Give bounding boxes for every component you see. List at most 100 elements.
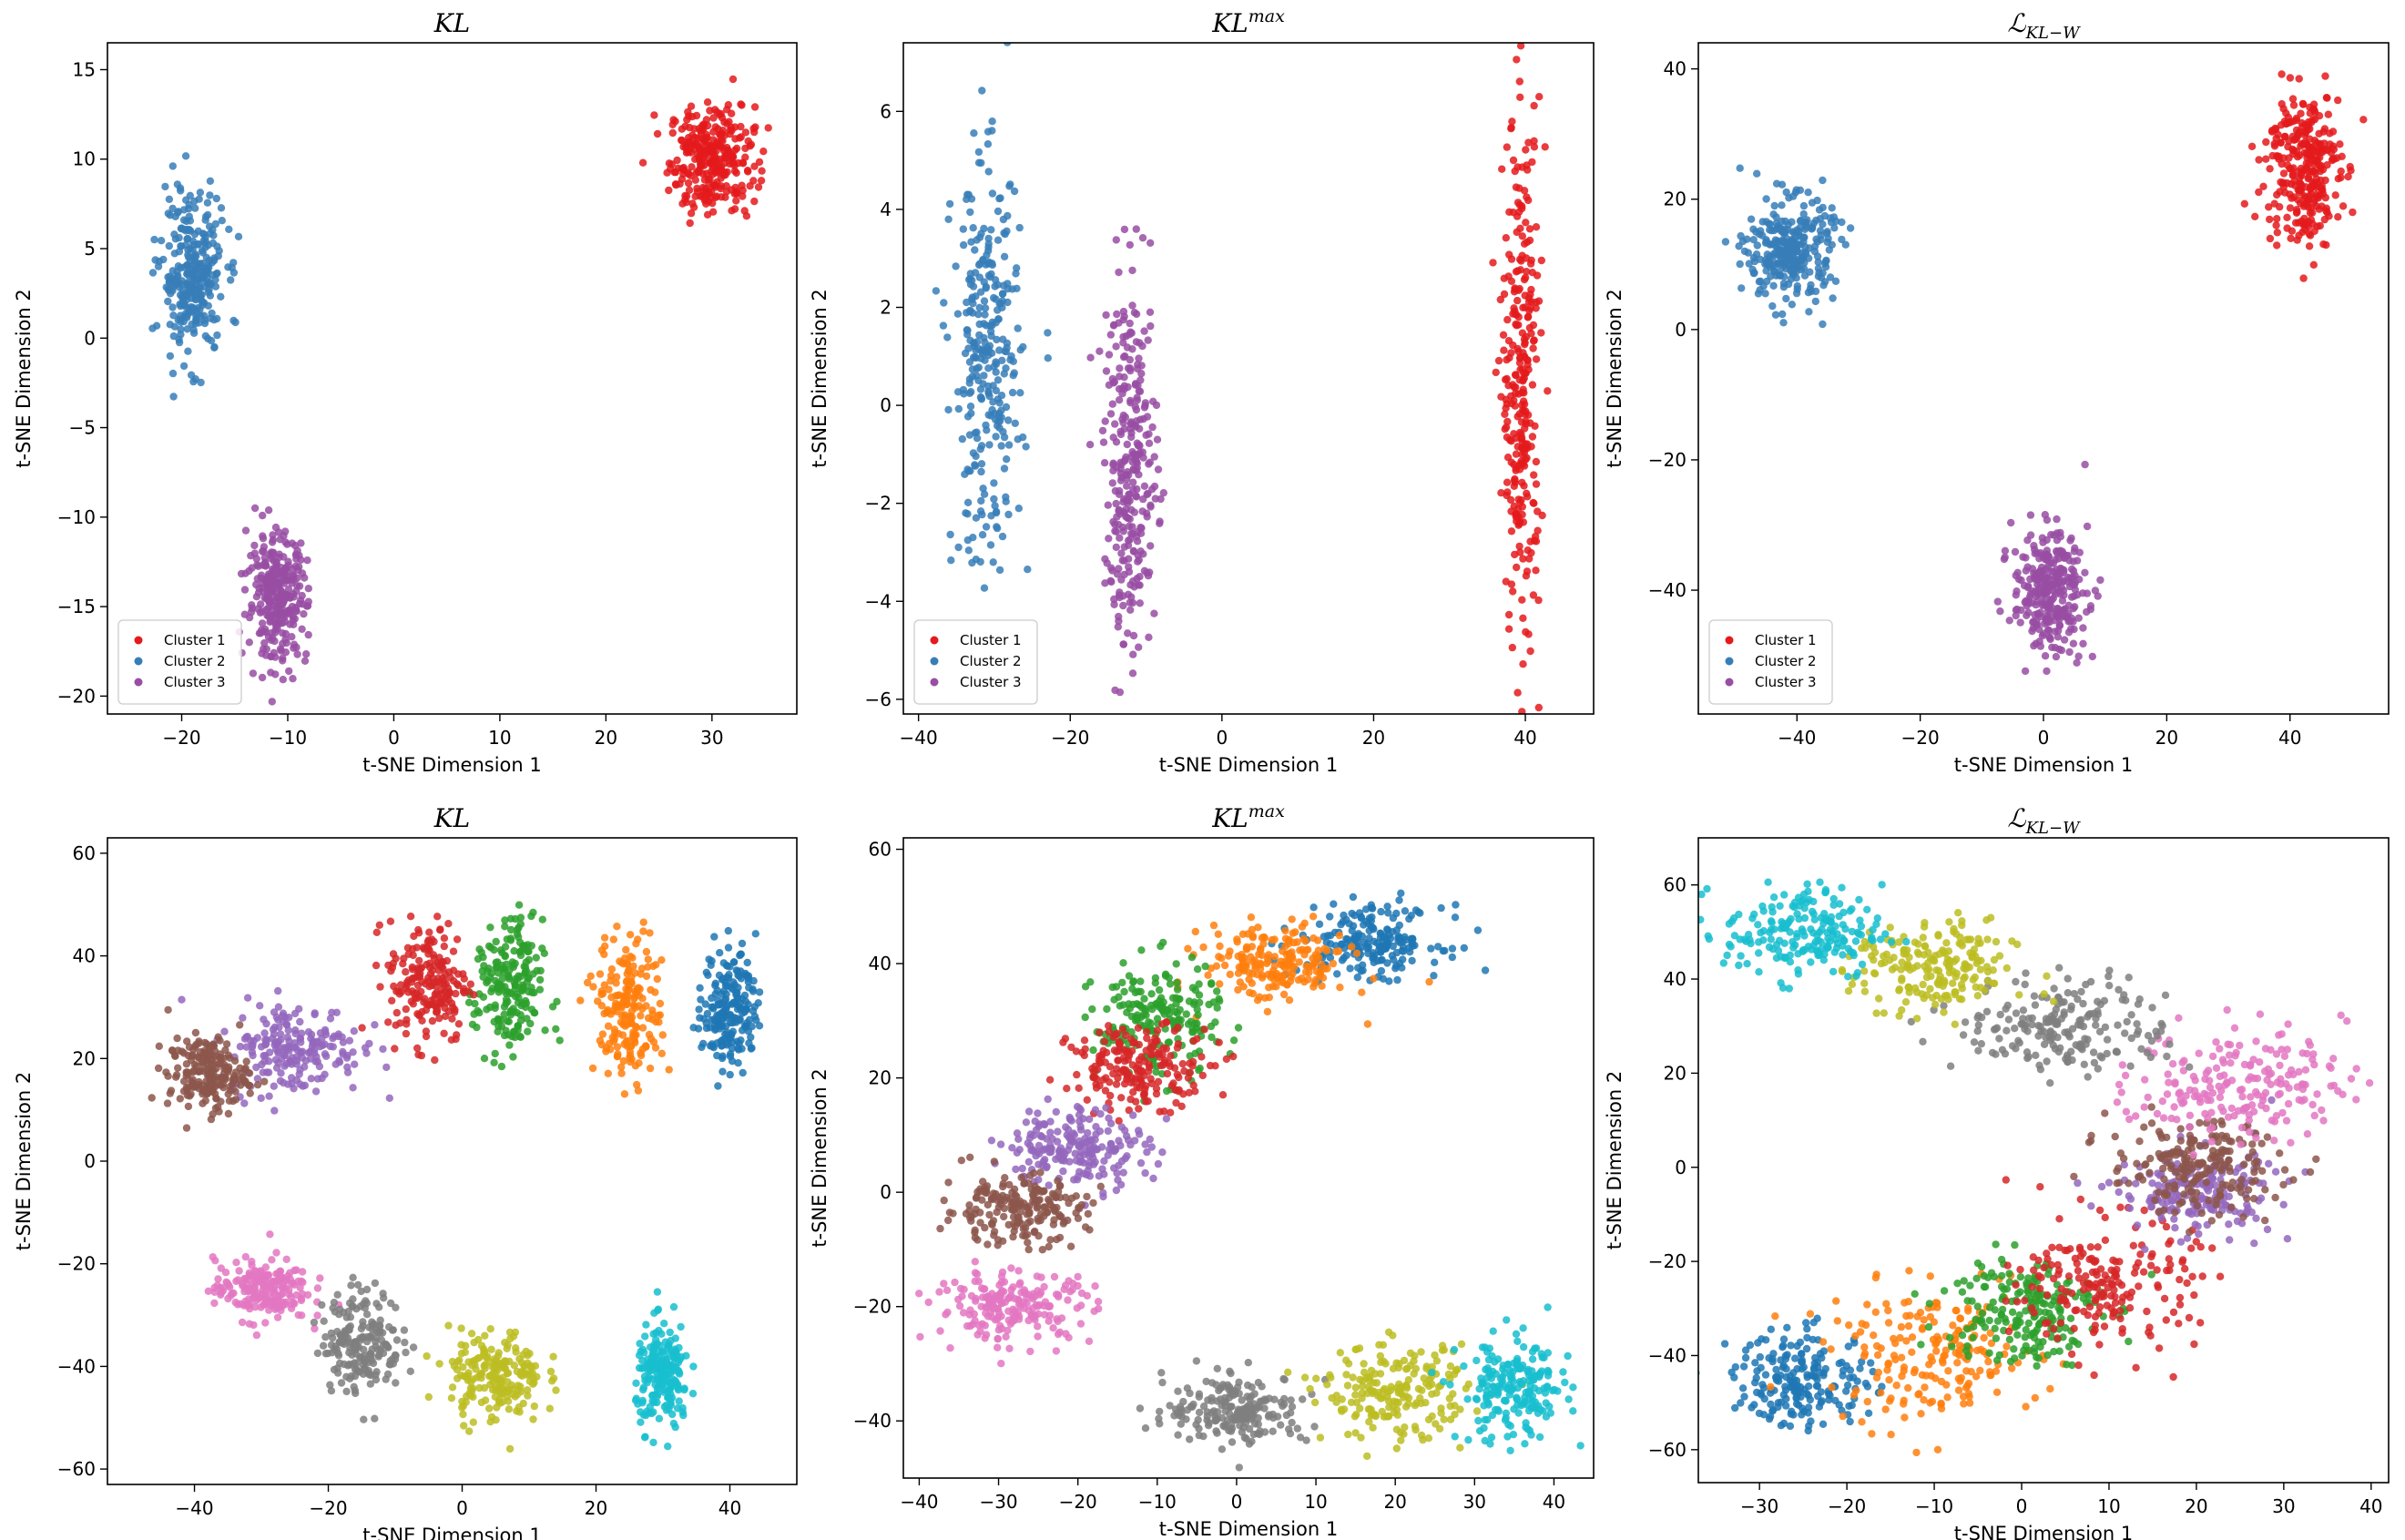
legend-marker [134,678,143,687]
point [2036,608,2044,617]
point [1503,143,1512,151]
point [724,926,732,935]
point [379,1290,387,1298]
point [970,129,978,138]
point [184,262,192,270]
point [2283,224,2291,232]
point [241,1252,250,1261]
point [755,1022,764,1030]
point [2070,547,2079,556]
point [1799,264,1809,273]
point [362,1311,372,1319]
point [469,1418,477,1426]
point [966,306,974,315]
point [2041,586,2049,596]
point [968,293,977,301]
point [392,987,401,995]
point [291,1026,300,1035]
point [1532,480,1541,488]
point [1519,555,1527,563]
point [487,969,496,977]
point [623,993,631,1002]
point [1116,364,1124,372]
x-tick-label: 0 [2038,727,2050,749]
point [1154,465,1163,474]
point [1494,356,1503,365]
point [403,981,411,990]
point [975,303,983,311]
point [1499,331,1508,339]
point [1106,576,1115,585]
point [973,434,982,443]
point [682,198,690,207]
point [359,1318,367,1326]
point [726,1050,735,1058]
point [177,280,185,288]
point [946,530,954,539]
point [516,1371,525,1379]
point [1750,269,1758,277]
legend-label: Cluster 3 [960,674,1022,690]
point [1102,311,1110,320]
point [1338,956,1347,964]
point [734,1059,742,1067]
point [2287,234,2295,242]
point [477,948,485,957]
point [2030,542,2038,550]
point [267,548,276,556]
point [642,1042,650,1050]
point [1133,452,1142,460]
point [1132,423,1140,431]
point [184,347,192,355]
point [990,293,998,302]
point [1101,417,1109,425]
point [2266,215,2274,224]
point [737,122,745,131]
point [1024,566,1032,574]
point [1132,492,1140,500]
y-tick-label: −20 [57,1253,96,1275]
point [610,1035,618,1044]
point [2329,127,2338,136]
point [997,392,1006,400]
point [620,954,629,963]
point [515,1355,524,1363]
point [1993,597,2002,606]
point [406,1367,414,1376]
point [350,1027,358,1035]
point [451,1005,459,1014]
point [155,1042,163,1051]
point [1518,329,1527,337]
point [345,1326,353,1334]
x-tick-label: 40 [2278,727,2301,749]
point [2302,220,2310,229]
point [362,1285,372,1294]
point [687,209,696,218]
x-tick-label: −20 [1901,727,1940,749]
point [673,156,681,165]
point [360,1415,368,1423]
point [2088,652,2096,661]
point [655,1414,664,1423]
point [504,1405,514,1413]
point [1804,289,1813,297]
point [688,1390,698,1398]
point [490,1058,498,1067]
point [150,235,158,244]
point [238,1318,247,1327]
point [347,1372,356,1381]
point [332,1008,341,1017]
point [301,1063,309,1071]
point [232,1259,240,1267]
point [597,946,606,954]
point [260,560,270,568]
point [598,1030,607,1038]
point [410,932,418,941]
point [272,560,280,568]
point [695,168,703,177]
point [321,1025,330,1035]
point [212,194,220,203]
point [352,1365,361,1373]
point [296,1283,304,1292]
